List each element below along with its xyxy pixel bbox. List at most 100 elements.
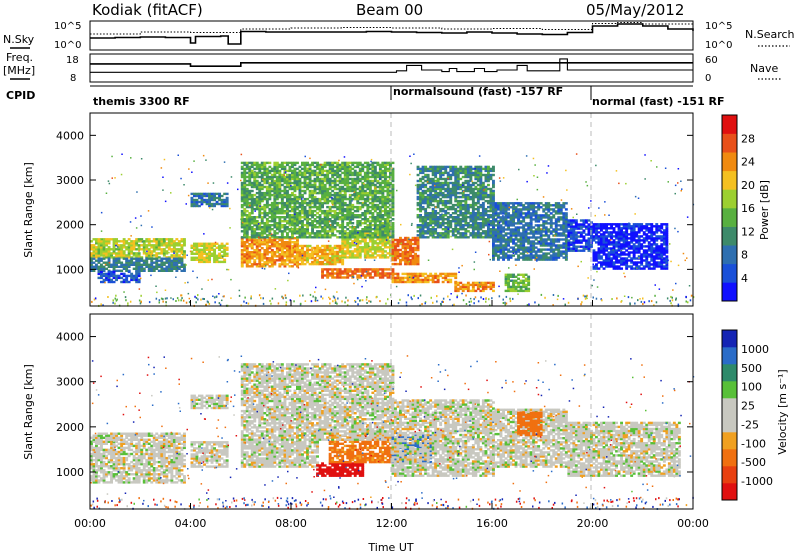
heatmap-cell bbox=[250, 207, 254, 211]
heatmap-cell bbox=[436, 199, 440, 203]
heatmap-cell bbox=[419, 220, 422, 223]
heatmap-cell bbox=[180, 257, 184, 260]
heatmap-cell bbox=[461, 167, 465, 171]
heatmap-cell bbox=[386, 272, 390, 275]
heatmap-cell bbox=[459, 167, 463, 171]
heatmap-cell bbox=[363, 248, 367, 251]
heatmap-cell bbox=[288, 161, 292, 165]
heatmap-cell bbox=[321, 244, 324, 248]
heatmap-cell bbox=[469, 234, 473, 237]
heatmap-cell bbox=[240, 236, 244, 239]
heatmap-cell bbox=[466, 175, 470, 179]
heatmap-cell bbox=[353, 197, 357, 201]
heatmap-cell bbox=[353, 171, 357, 175]
heatmap-cell bbox=[492, 185, 495, 189]
heatmap-cell bbox=[240, 161, 244, 165]
heatmap-cell bbox=[363, 161, 367, 165]
heatmap-cell bbox=[298, 201, 302, 205]
heatmap-cell bbox=[263, 173, 267, 177]
heatmap-cell bbox=[479, 179, 483, 183]
heatmap-cell bbox=[396, 276, 400, 280]
heatmap-cell bbox=[100, 240, 103, 243]
heatmap-cell bbox=[288, 201, 292, 205]
heatmap-cell bbox=[286, 245, 289, 248]
heatmap-cell bbox=[198, 192, 201, 196]
heatmap-cell bbox=[539, 256, 543, 259]
heatmap-cell bbox=[356, 270, 360, 273]
heatmap-cell bbox=[371, 175, 375, 179]
heatmap-cell bbox=[301, 252, 304, 256]
heatmap-cell bbox=[293, 175, 297, 179]
heatmap-cell bbox=[371, 201, 375, 205]
heatmap-cell bbox=[268, 193, 272, 197]
heatmap-cell bbox=[172, 250, 176, 253]
heatmap-cell bbox=[384, 179, 387, 183]
heatmap-cell bbox=[502, 212, 505, 215]
heatmap-cell bbox=[140, 257, 144, 260]
heatmap-cell bbox=[250, 209, 254, 213]
heatmap-cell bbox=[449, 224, 453, 227]
heatmap-cell bbox=[245, 239, 249, 242]
heatmap-cell bbox=[441, 203, 445, 207]
heatmap-cell bbox=[195, 258, 199, 261]
heatmap-cell bbox=[389, 181, 392, 185]
heatmap-cell bbox=[507, 238, 510, 241]
heatmap-cell bbox=[464, 222, 468, 225]
heatmap-cell bbox=[248, 259, 252, 262]
heatmap-cell bbox=[341, 165, 345, 169]
cpid-row: themis 3300 RF normalsound (fast) -157 R… bbox=[90, 85, 725, 108]
heatmap-cell bbox=[321, 189, 324, 193]
heatmap-cell bbox=[253, 183, 257, 187]
heatmap-cell bbox=[341, 187, 345, 191]
heatmap-cell bbox=[135, 259, 139, 262]
heatmap-cell bbox=[384, 256, 387, 259]
heatmap-cell bbox=[341, 185, 345, 189]
heatmap-cell bbox=[459, 232, 463, 235]
heatmap-cell bbox=[286, 222, 289, 225]
heatmap-cell bbox=[260, 185, 264, 189]
heatmap-cell bbox=[451, 218, 455, 221]
heatmap-cell bbox=[378, 228, 382, 231]
heatmap-cell bbox=[348, 222, 352, 225]
heatmap-cell bbox=[183, 238, 186, 241]
heatmap-cell bbox=[250, 257, 254, 260]
heatmap-cell bbox=[255, 236, 259, 239]
heatmap-cell bbox=[399, 248, 402, 252]
heatmap-cell bbox=[105, 238, 108, 241]
heatmap-cell bbox=[381, 199, 385, 203]
heatmap-cell bbox=[426, 177, 430, 181]
heatmap-cell bbox=[471, 224, 475, 227]
heatmap-cell bbox=[283, 191, 287, 195]
heatmap-cell bbox=[492, 210, 495, 213]
heatmap-cell bbox=[270, 193, 274, 197]
heatmap-cell bbox=[451, 169, 455, 173]
heatmap-cell bbox=[476, 169, 480, 173]
heatmap-cell bbox=[421, 222, 425, 225]
heatmap-cell bbox=[273, 226, 277, 229]
heatmap-cell bbox=[115, 254, 118, 257]
heatmap-cell bbox=[135, 263, 139, 266]
heatmap-cell bbox=[343, 203, 347, 207]
heatmap-cell bbox=[471, 173, 475, 177]
heatmap-cell bbox=[517, 258, 520, 261]
heatmap-cell bbox=[469, 189, 473, 193]
heatmap-cell bbox=[363, 179, 367, 183]
heatmap-cell bbox=[519, 256, 523, 259]
heatmap-cell bbox=[454, 191, 458, 195]
heatmap-cell bbox=[487, 230, 490, 233]
heatmap-cell bbox=[384, 220, 387, 223]
heatmap-cell bbox=[195, 204, 199, 208]
heatmap-cell bbox=[296, 224, 299, 227]
heatmap-cell bbox=[381, 193, 385, 197]
heatmap-cell bbox=[461, 220, 465, 223]
heatmap-cell bbox=[479, 193, 483, 197]
heatmap-cell bbox=[481, 236, 485, 239]
heatmap-cell bbox=[107, 238, 111, 241]
heatmap-cell bbox=[368, 256, 372, 259]
heatmap-cell bbox=[351, 183, 355, 187]
heatmap-cell bbox=[429, 193, 433, 197]
heatmap-cell bbox=[492, 173, 495, 177]
heatmap-cell bbox=[250, 241, 254, 244]
heatmap-cell bbox=[223, 192, 227, 196]
heatmap-cell bbox=[260, 191, 264, 195]
